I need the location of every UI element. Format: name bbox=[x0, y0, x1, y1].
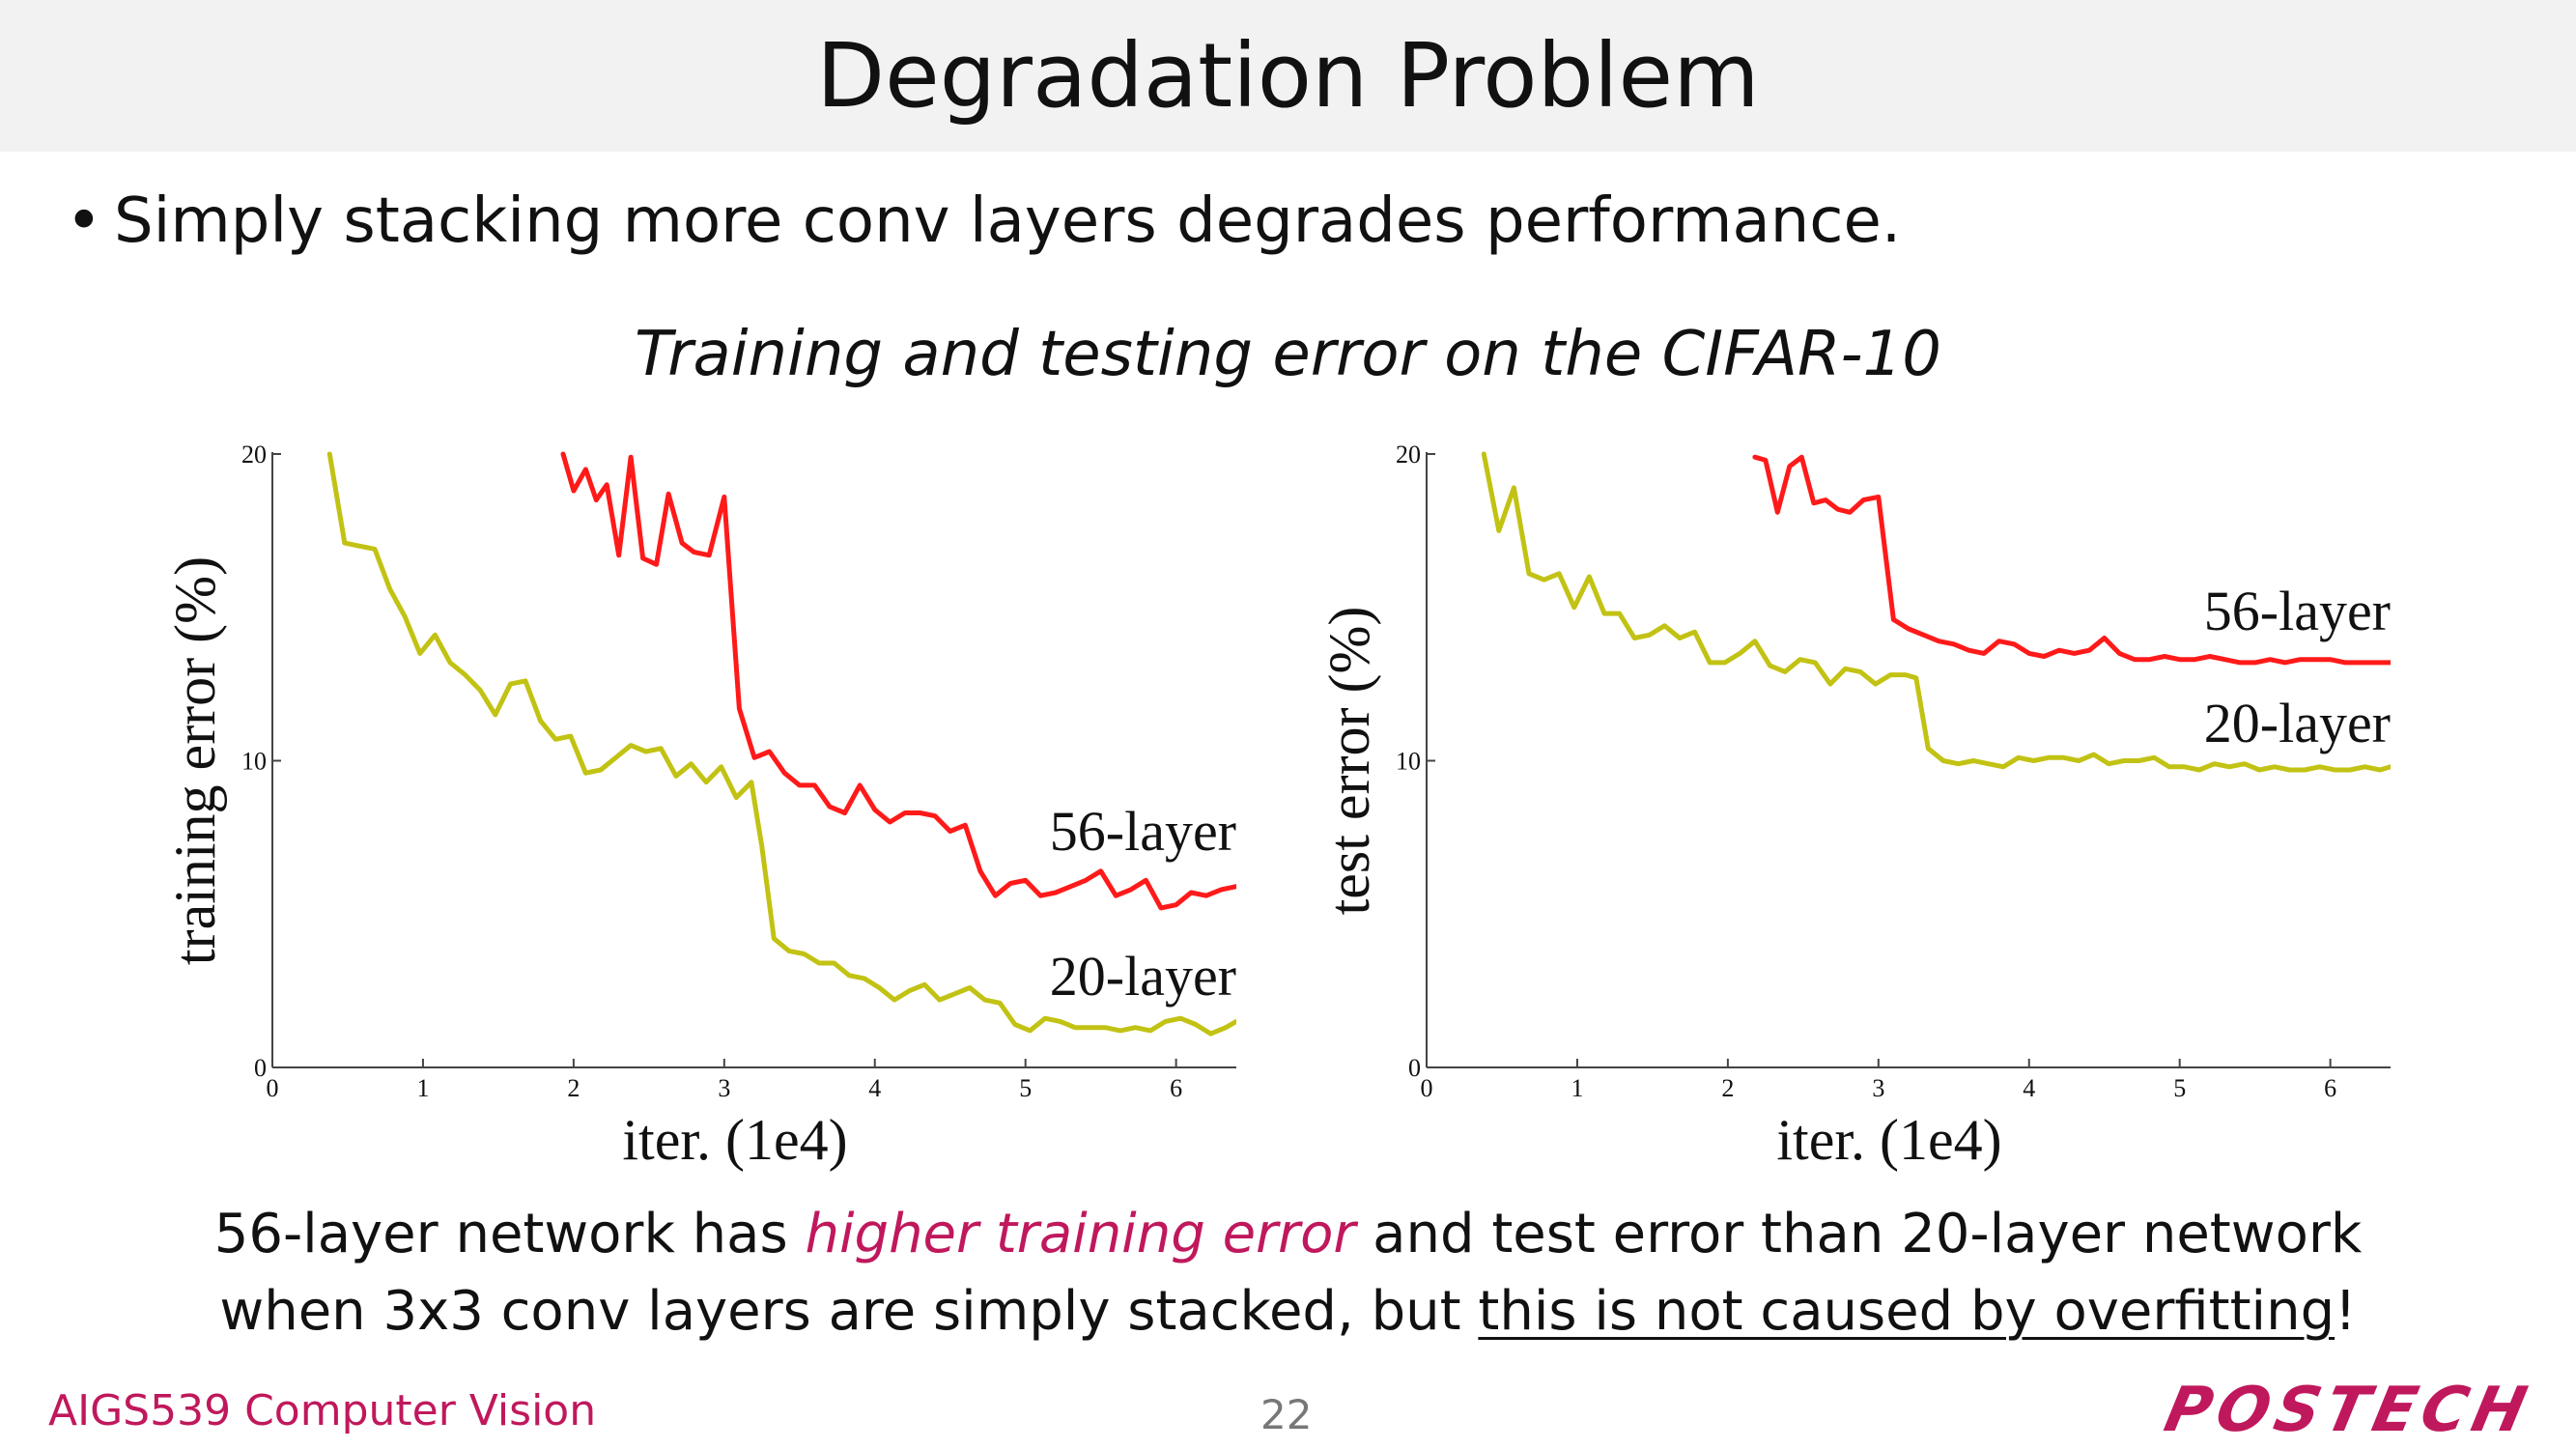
page-number: 22 bbox=[1260, 1391, 1313, 1438]
bullet-text: Simply stacking more conv layers degrade… bbox=[114, 185, 1902, 257]
bullet-point: • Simply stacking more conv layers degrad… bbox=[66, 185, 1901, 257]
course-name: AIGS539 Computer Vision bbox=[48, 1386, 597, 1435]
x-tick-label: 6 bbox=[1170, 1074, 1182, 1102]
x-tick-label: 3 bbox=[1872, 1074, 1884, 1102]
y-tick-label: 0 bbox=[1408, 1054, 1421, 1082]
x-tick-label: 4 bbox=[868, 1074, 881, 1102]
series-line-20-layer bbox=[326, 451, 1236, 1037]
y-tick-label: 0 bbox=[254, 1054, 267, 1082]
x-tick-label: 5 bbox=[2173, 1074, 2186, 1102]
training-error-chart: 0 1 2 3 4 5 6 0 10 20 iter. (1e4) training error (%… bbox=[163, 440, 1236, 1172]
y-tick-label: 20 bbox=[1396, 440, 1421, 469]
series-label-20-layer: 20-layer bbox=[1050, 945, 1236, 1008]
caption-text-d: ! bbox=[2335, 1280, 2357, 1343]
postech-logo: POSTECH bbox=[2158, 1375, 2538, 1446]
series-label-56-layer: 56-layer bbox=[1050, 800, 1236, 863]
x-tick-label: 6 bbox=[2324, 1074, 2336, 1102]
x-tick-label: 0 bbox=[1421, 1074, 1433, 1102]
series-line-56-layer bbox=[1752, 454, 2391, 666]
x-tick-label: 1 bbox=[1571, 1074, 1583, 1102]
x-tick-label: 0 bbox=[267, 1074, 279, 1102]
series-label-20-layer: 20-layer bbox=[2204, 692, 2391, 754]
caption-line-1: 56-layer network has higher training err… bbox=[0, 1203, 2576, 1265]
bullet-symbol: • bbox=[66, 185, 102, 257]
y-axis-label: test error (%) bbox=[1317, 607, 1381, 916]
caption-text-b: and test error than 20-layer network bbox=[1355, 1203, 2363, 1265]
y-axis-label: training error (%) bbox=[163, 556, 227, 965]
chart-subtitle: Training and testing error on the CIFAR-… bbox=[635, 319, 1941, 390]
caption-text-c: when 3x3 conv layers are simply stacked,… bbox=[219, 1280, 1479, 1343]
y-tick-label: 10 bbox=[1396, 748, 1421, 776]
test-error-chart: 0 1 2 3 4 5 6 0 10 20 iter. (1e4) test error (%) 56-… bbox=[1317, 440, 2391, 1172]
caption-text-a: 56-layer network has bbox=[213, 1203, 806, 1265]
x-tick-label: 1 bbox=[416, 1074, 429, 1102]
series-label-56-layer: 56-layer bbox=[2204, 580, 2391, 642]
series-line-20-layer bbox=[1481, 451, 2391, 773]
y-tick-label: 10 bbox=[241, 748, 267, 776]
x-tick-label: 2 bbox=[567, 1074, 580, 1102]
x-tick-label: 2 bbox=[1721, 1074, 1734, 1102]
x-tick-label: 3 bbox=[718, 1074, 730, 1102]
series-line-56-layer bbox=[560, 451, 1236, 911]
caption-underlined: this is not caused by overfitting bbox=[1478, 1280, 2335, 1343]
x-axis-label: iter. (1e4) bbox=[622, 1108, 847, 1172]
x-tick-label: 5 bbox=[1019, 1074, 1032, 1102]
caption-line-2: when 3x3 conv layers are simply stacked,… bbox=[0, 1280, 2576, 1343]
slide-title: Degradation Problem bbox=[816, 24, 1760, 128]
y-tick-label: 20 bbox=[241, 440, 267, 469]
title-bar: Degradation Problem bbox=[0, 0, 2576, 152]
x-tick-label: 4 bbox=[2023, 1074, 2035, 1102]
caption-highlight: higher training error bbox=[805, 1203, 1356, 1265]
x-axis-label: iter. (1e4) bbox=[1776, 1108, 2001, 1172]
